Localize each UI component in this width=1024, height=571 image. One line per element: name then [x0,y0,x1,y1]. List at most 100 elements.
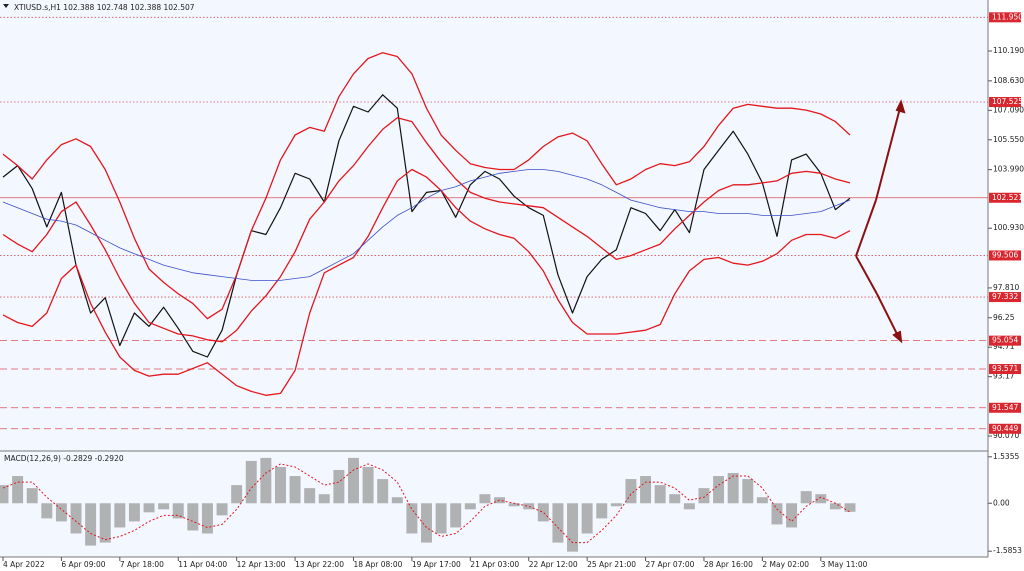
y-tick-label: 107.090 [993,105,1024,114]
histogram-bar [41,503,53,519]
histogram-bar [654,485,666,504]
histogram-bar [114,503,126,528]
histogram-bar [581,503,593,534]
price-level-label: 90.449 [992,424,1018,433]
arrow-down-head [892,330,903,344]
histogram-bar [625,479,637,504]
price-level-tag [989,364,1021,375]
y-tick-label: 103.990 [993,165,1024,174]
series-line [2,463,851,544]
price-level-label: 111.950 [992,12,1023,21]
price-level-label: 99.506 [992,250,1018,259]
histogram-bar [800,491,812,504]
histogram-bar [771,503,783,525]
histogram-bar [610,503,622,507]
x-tick-label: 11 Apr 04:00 [178,560,227,569]
histogram-bar [274,466,286,504]
arrow-down-1 [855,255,878,295]
histogram-bar [333,469,345,504]
arrow-up-1 [855,199,877,257]
x-tick-label: 27 Apr 07:00 [646,560,695,569]
arrow-down-2 [876,293,899,337]
histogram-bar [70,503,82,534]
histogram-bar [216,503,228,516]
y-tick-label: 96.25 [993,313,1015,322]
data-layer [0,16,988,552]
price-level-label: 97.332 [992,292,1018,301]
price-level-label: 93.571 [992,364,1018,373]
y-tick-label: 105.550 [993,135,1024,144]
histogram-bar [683,503,695,510]
histogram-bar [231,485,243,504]
histogram-bar [727,473,739,504]
histogram-bar [450,503,462,528]
histogram-bar [829,503,841,510]
series-line [2,169,851,281]
menu-triangle [3,4,9,8]
histogram-bar [391,497,403,504]
price-level-label: 91.547 [992,403,1018,412]
histogram-bar [742,479,754,504]
histogram-bar [158,503,170,510]
histogram-bar [421,503,432,543]
x-tick-label: 6 Apr 09:00 [61,560,105,569]
histogram-bar [187,503,199,531]
x-tick-label: 28 Apr 16:00 [704,560,753,569]
x-tick-label: 2 May 02:00 [762,560,809,569]
price-level-tag [989,250,1021,261]
price-level-label: 95.054 [992,336,1018,345]
x-tick-label: 3 May 11:00 [821,560,868,569]
histogram-bar [479,494,491,504]
y-tick-label: 93.17 [993,372,1015,381]
histogram-bar [26,488,38,504]
y-tick-label: 94.71 [993,342,1015,351]
histogram-bar [508,503,520,507]
price-level-tag [989,423,1021,434]
histogram-bar [128,503,140,522]
histogram-bar [464,503,476,510]
y-tick-label: 90.070 [993,431,1019,440]
y-tick-label: 108.630 [993,76,1024,85]
x-tick-label: 18 Apr 08:00 [353,560,402,569]
histogram-bar [245,460,257,504]
arrow-up-2 [875,107,901,201]
y-tick-label: -1.5853 [993,546,1022,555]
histogram-bar [289,476,301,504]
series-line [2,52,851,320]
price-level-tag [989,292,1021,303]
histogram-bar [304,488,316,504]
histogram-bar [815,494,827,504]
histogram-bar [201,503,213,534]
histogram-bar [713,476,725,504]
series-line [2,94,851,358]
histogram-bar [537,503,549,522]
x-tick-label: 7 Apr 18:00 [120,560,164,569]
arrow-up-head [895,99,906,114]
y-tick-label: 110.190 [993,46,1024,55]
y-tick-label: 1.5355 [993,452,1019,461]
histogram-bar [55,503,67,522]
histogram-bar [698,488,710,504]
price-level-tag [989,96,1021,107]
x-tick-label: 25 Apr 21:00 [587,560,636,569]
price-level-tag [989,12,1021,23]
series-line [2,117,851,343]
histogram-bar [640,476,652,504]
histogram-bar [260,457,272,504]
price-level-tag [989,402,1021,413]
histogram-bar [567,503,579,552]
indicator-title: MACD(12,26,9) -0.2829 -0.2920 [4,454,124,463]
histogram-bar [85,503,97,546]
histogram-bar [377,479,389,504]
histogram-bar [362,466,374,504]
plot-background [0,0,988,557]
x-tick-label: 19 Apr 17:00 [412,560,461,569]
histogram-bar [318,494,330,504]
histogram-bar [523,503,535,510]
series-line [2,168,851,396]
histogram-bar [786,503,798,528]
histogram-bar [143,503,155,513]
histogram-bar [435,503,447,534]
price-level-tag [989,335,1021,346]
